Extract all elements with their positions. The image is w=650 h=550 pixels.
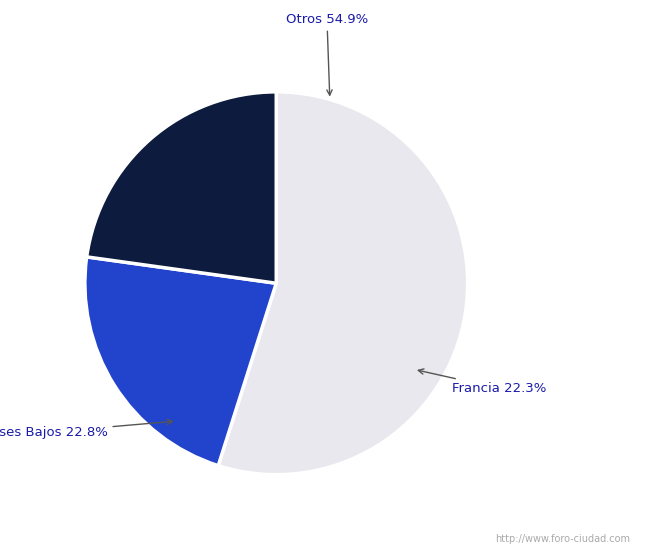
Wedge shape [86,92,276,283]
Text: Otros 54.9%: Otros 54.9% [286,13,368,95]
Text: Países Bajos 22.8%: Países Bajos 22.8% [0,419,172,439]
Text: Francia 22.3%: Francia 22.3% [419,369,547,395]
Text: Rascafría - Turistas extranjeros según país - Abril de 2024: Rascafría - Turistas extranjeros según p… [93,14,557,30]
Wedge shape [218,92,467,475]
Text: http://www.foro-ciudad.com: http://www.foro-ciudad.com [495,535,630,544]
Wedge shape [85,257,276,466]
